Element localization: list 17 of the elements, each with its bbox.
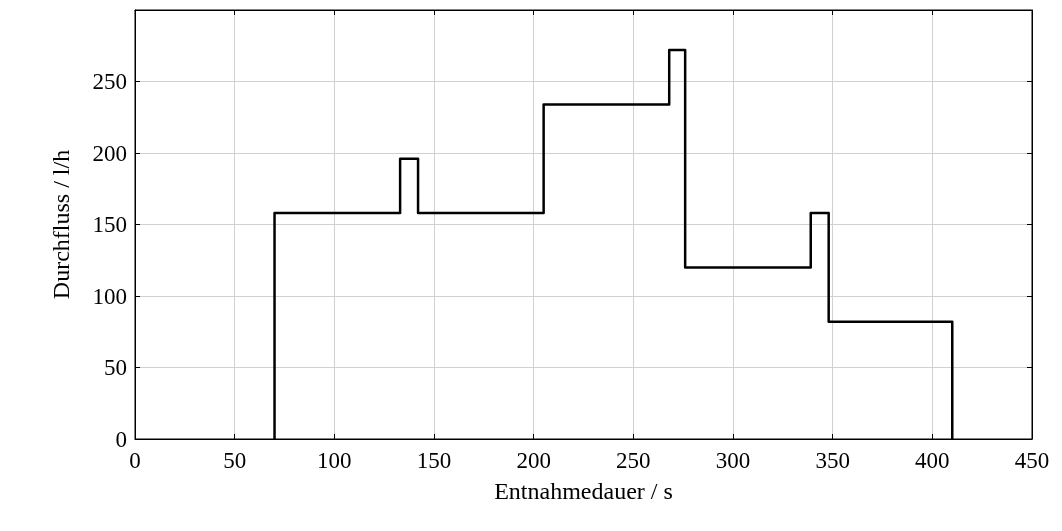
y-tick-label: 250 bbox=[92, 69, 127, 94]
x-tick-label: 450 bbox=[1014, 448, 1050, 473]
x-tick-label: 350 bbox=[815, 448, 850, 473]
y-tick-label: 200 bbox=[92, 140, 127, 166]
x-tick-label: 300 bbox=[715, 448, 751, 473]
y-tick-label: 100 bbox=[92, 283, 127, 309]
x-tick-label: 250 bbox=[616, 448, 651, 473]
y-tick-label: 0 bbox=[115, 426, 127, 452]
x-axis-title: Entnahmedauer / s bbox=[494, 478, 673, 504]
y-tick-label: 150 bbox=[92, 212, 127, 237]
x-tick-label: 200 bbox=[516, 448, 551, 473]
y-axis-title: Durchfluss / l/h bbox=[48, 149, 74, 300]
y-tick-label: 50 bbox=[104, 355, 127, 380]
x-tick-label: 400 bbox=[915, 448, 950, 473]
x-tick-label: 50 bbox=[223, 448, 247, 473]
x-tick-label: 150 bbox=[416, 448, 452, 473]
x-tick-label: 100 bbox=[317, 448, 352, 473]
